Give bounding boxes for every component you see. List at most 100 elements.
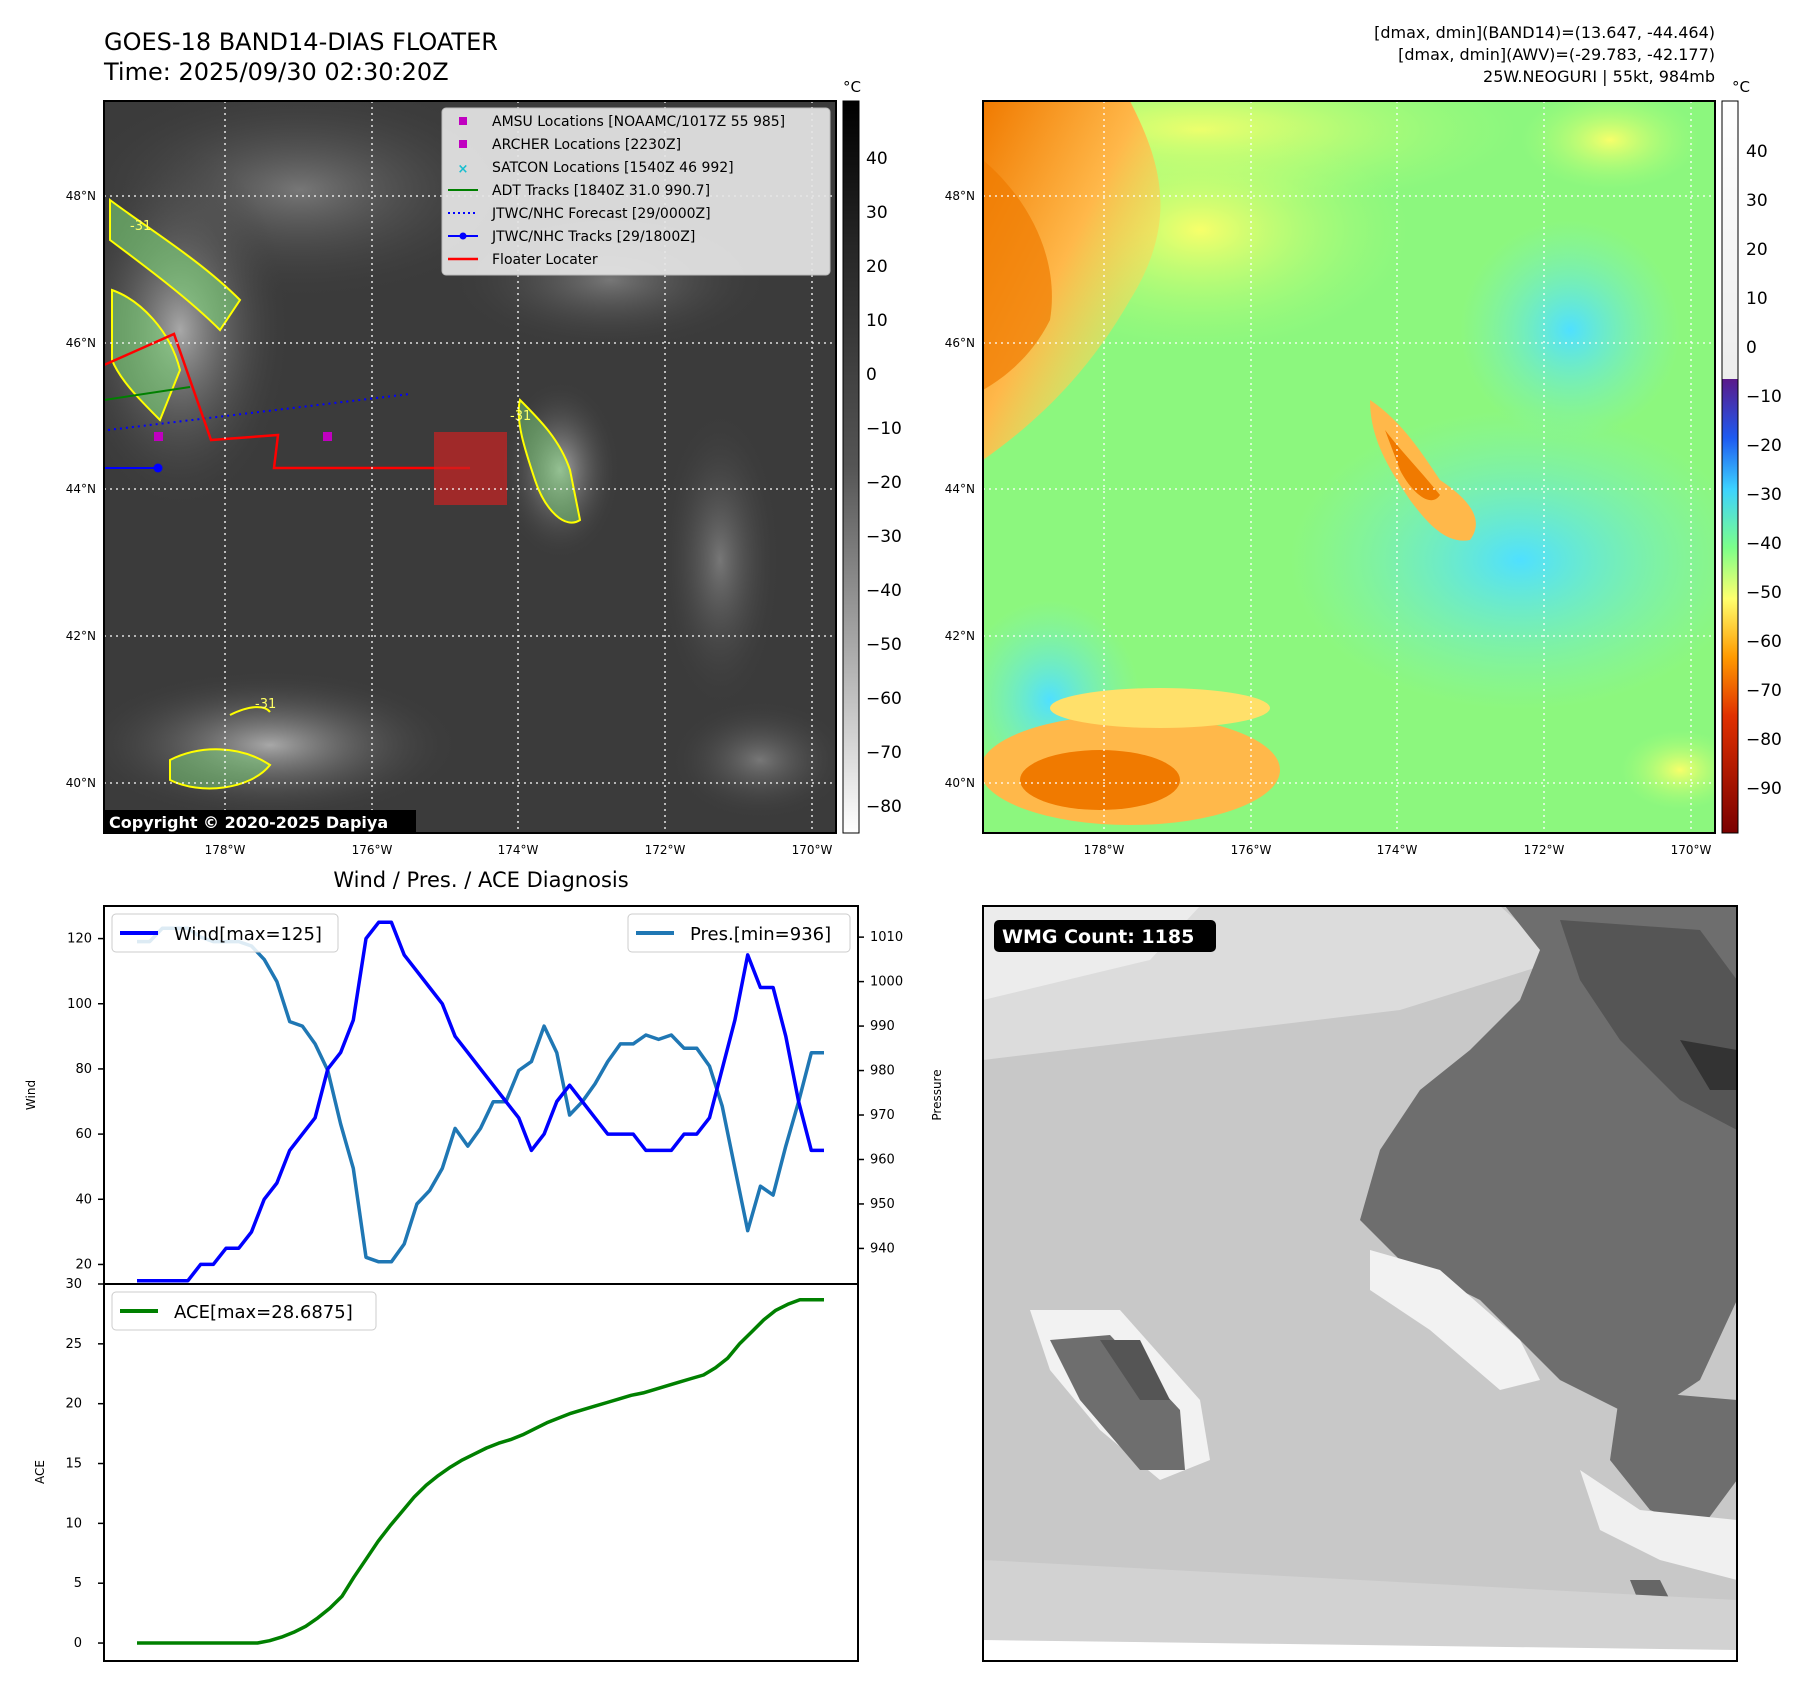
wmg-frame <box>982 905 1738 1662</box>
lat-label: 42°N <box>66 629 96 643</box>
ace-legend-text: ACE[max=28.6875] <box>174 1302 353 1323</box>
amsu-marker <box>154 432 163 441</box>
lat-label: 40°N <box>66 776 96 790</box>
storm-info: 25W.NEOGURI | 55kt, 984mb <box>1483 67 1715 86</box>
ir-lat-labels: 48°N 46°N 44°N 42°N 40°N <box>66 189 96 790</box>
floater-box <box>434 432 507 505</box>
cbar-tick: 30 <box>866 203 888 223</box>
wind-tick-label: 60 <box>75 1127 92 1142</box>
pressure-tick-label: 1000 <box>870 975 903 990</box>
figure-time: Time: 2025/09/30 02:30:20Z <box>103 58 449 86</box>
pressure-tick-label: 950 <box>870 1197 895 1212</box>
contour-label: -31 <box>255 697 276 712</box>
lon-label: 178°W <box>1084 843 1125 857</box>
cbar-tick: −50 <box>866 635 902 655</box>
cbar-tick: −10 <box>1746 387 1782 407</box>
legend-satcon-marker: × <box>458 162 469 177</box>
pressure-tick-label: 970 <box>870 1108 895 1123</box>
cbar-tick: −80 <box>1746 730 1782 750</box>
adt-track <box>104 386 191 401</box>
color-colorbar <box>1721 100 1739 834</box>
pressure-tick-label: 1010 <box>870 930 903 945</box>
cbar-tick: 20 <box>1746 240 1768 260</box>
floater-locater <box>104 332 470 470</box>
color-colorbar-ticks: 40 30 20 10 0 −10 −20 −30 −40 −50 −60 −7… <box>1746 142 1782 799</box>
pressure-axis-label: Pressure <box>930 1069 944 1120</box>
cbar-tick: 20 <box>866 257 888 277</box>
ace-y-ticks: 0 5 10 15 20 25 30 <box>65 1277 104 1651</box>
cbar-tick: −70 <box>1746 681 1782 701</box>
color-lat-labels: 48°N 46°N 44°N 42°N 40°N <box>945 189 975 790</box>
cbar-tick: −10 <box>866 419 902 439</box>
cbar-tick: −80 <box>866 797 902 817</box>
map-legend: AMSU Locations [NOAAMC/1017Z 55 985] ARC… <box>441 107 831 276</box>
ace-frame <box>103 1283 859 1662</box>
archer-marker <box>323 432 332 441</box>
pressure-legend: Pres.[min=936] <box>627 913 851 953</box>
ace-legend: ACE[max=28.6875] <box>111 1291 377 1331</box>
cbar-tick: 10 <box>866 311 888 331</box>
color-map <box>983 101 1715 833</box>
pressure-tick-label: 940 <box>870 1241 895 1256</box>
cbar-tick: −30 <box>866 527 902 547</box>
legend-archer-marker <box>459 140 467 148</box>
legend-adt: ADT Tracks [1840Z 31.0 990.7] <box>492 183 710 199</box>
cbar-tick: −30 <box>1746 485 1782 505</box>
cbar-tick: 40 <box>1746 142 1768 162</box>
lon-label: 174°W <box>1377 843 1418 857</box>
legend-amsu: AMSU Locations [NOAAMC/1017Z 55 985] <box>492 114 785 130</box>
lon-label: 174°W <box>498 843 539 857</box>
legend-jtwc-forecast: JTWC/NHC Forecast [29/0000Z] <box>491 206 711 222</box>
ir-colorbar-ticks: 40 30 20 10 0 −10 −20 −30 −40 −50 −60 −7… <box>866 149 902 817</box>
lat-label: 46°N <box>945 336 975 350</box>
lat-label: 42°N <box>945 629 975 643</box>
wind-legend: Wind[max=125] <box>111 913 339 953</box>
figure-title: GOES-18 BAND14-DIAS FLOATER <box>104 28 498 56</box>
color-map-grid <box>983 101 1715 833</box>
ir-colorbar <box>842 100 860 834</box>
diag-title: Wind / Pres. / ACE Diagnosis <box>333 868 628 892</box>
cbar-tick: 0 <box>866 365 877 385</box>
lon-label: 176°W <box>1231 843 1272 857</box>
pressure-legend-text: Pres.[min=936] <box>690 924 831 945</box>
wmg-badge: WMG Count: 1185 <box>994 920 1216 952</box>
wind-tick-label: 20 <box>75 1257 92 1272</box>
wind-y-ticks: 20 40 60 80 100 120 <box>67 932 104 1272</box>
pressure-tick-label: 990 <box>870 1019 895 1034</box>
cbar-tick: −50 <box>1746 583 1782 603</box>
lon-label: 170°W <box>792 843 833 857</box>
contour-label: -31 <box>130 219 151 234</box>
cbar-tick: −60 <box>866 689 902 709</box>
cbar-tick: 30 <box>1746 191 1768 211</box>
lat-label: 44°N <box>66 482 96 496</box>
lon-label: 170°W <box>1671 843 1712 857</box>
contour-label: -31 <box>510 409 531 424</box>
legend-satcon: SATCON Locations [1540Z 46 992] <box>492 160 734 176</box>
ir-lon-labels: 178°W 176°W 174°W 172°W 170°W <box>205 843 833 857</box>
lon-label: 172°W <box>645 843 686 857</box>
wind-legend-text: Wind[max=125] <box>174 924 322 945</box>
legend-amsu-marker <box>459 117 467 125</box>
ace-tick-label: 30 <box>65 1277 82 1292</box>
copyright-badge: Copyright © 2020-2025 Dapiya <box>104 810 416 834</box>
legend-jtwc-tracks: JTWC/NHC Tracks [29/1800Z] <box>491 229 695 245</box>
pressure-tick-label: 980 <box>870 1064 895 1079</box>
cbar-tick: −40 <box>866 581 902 601</box>
wind-line <box>137 920 824 1283</box>
cbar-tick: 0 <box>1746 338 1757 358</box>
ace-tick-label: 20 <box>65 1397 82 1412</box>
lat-label: 44°N <box>945 482 975 496</box>
ace-tick-label: 0 <box>74 1636 82 1651</box>
ace-tick-label: 25 <box>65 1337 82 1352</box>
cbar-tick: −60 <box>1746 632 1782 652</box>
stats-band14: [dmax, dmin](BAND14)=(13.647, -44.464) <box>1374 23 1715 42</box>
lat-label: 40°N <box>945 776 975 790</box>
lon-label: 176°W <box>352 843 393 857</box>
wmg-count: WMG Count: 1185 <box>1002 926 1194 948</box>
ace-axis-label: ACE <box>33 1460 47 1484</box>
wind-tick-label: 40 <box>75 1192 92 1207</box>
cbar-tick: −90 <box>1746 779 1782 799</box>
color-lon-labels: 178°W 176°W 174°W 172°W 170°W <box>1084 843 1712 857</box>
wmg-panel <box>983 906 1737 1661</box>
